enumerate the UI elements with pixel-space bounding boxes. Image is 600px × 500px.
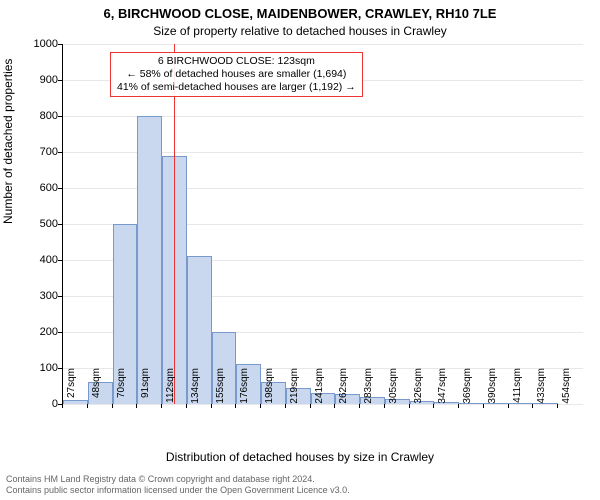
xtick-label: 134sqm xyxy=(190,368,201,408)
xtick-mark xyxy=(359,404,360,408)
ytick-label: 1000 xyxy=(18,38,58,50)
ytick-label: 700 xyxy=(18,146,58,158)
xtick-mark xyxy=(285,404,286,408)
ytick-label: 200 xyxy=(18,326,58,338)
xtick-mark xyxy=(186,404,187,408)
ytick-mark xyxy=(58,368,62,369)
ytick-mark xyxy=(58,260,62,261)
xtick-label: 283sqm xyxy=(363,368,374,408)
xtick-mark xyxy=(532,404,533,408)
xtick-label: 198sqm xyxy=(264,368,275,408)
histogram-bar xyxy=(137,116,162,404)
ytick-label: 500 xyxy=(18,218,58,230)
ytick-label: 100 xyxy=(18,362,58,374)
xtick-mark xyxy=(409,404,410,408)
xtick-mark xyxy=(87,404,88,408)
plot-area xyxy=(62,44,583,405)
xtick-label: 91sqm xyxy=(140,368,151,408)
xtick-label: 48sqm xyxy=(91,368,102,408)
xtick-mark xyxy=(433,404,434,408)
x-axis-label: Distribution of detached houses by size … xyxy=(0,450,600,464)
ytick-label: 600 xyxy=(18,182,58,194)
ytick-mark xyxy=(58,116,62,117)
ytick-mark xyxy=(58,80,62,81)
xtick-label: 176sqm xyxy=(239,368,250,408)
ytick-mark xyxy=(58,296,62,297)
xtick-label: 326sqm xyxy=(413,368,424,408)
xtick-mark xyxy=(62,404,63,408)
xtick-mark xyxy=(211,404,212,408)
xtick-mark xyxy=(334,404,335,408)
xtick-label: 411sqm xyxy=(512,368,523,408)
xtick-label: 70sqm xyxy=(116,368,127,408)
annotation-line3: 41% of semi-detached houses are larger (… xyxy=(117,81,356,94)
ytick-label: 900 xyxy=(18,74,58,86)
xtick-label: 433sqm xyxy=(536,368,547,408)
ytick-label: 0 xyxy=(18,398,58,410)
footer-line1: Contains HM Land Registry data © Crown c… xyxy=(6,474,350,485)
xtick-label: 219sqm xyxy=(289,368,300,408)
xtick-label: 369sqm xyxy=(462,368,473,408)
xtick-label: 241sqm xyxy=(314,368,325,408)
xtick-label: 305sqm xyxy=(388,368,399,408)
footer-line2: Contains public sector information licen… xyxy=(6,485,350,496)
xtick-mark xyxy=(557,404,558,408)
xtick-mark xyxy=(260,404,261,408)
ytick-label: 300 xyxy=(18,290,58,302)
xtick-mark xyxy=(112,404,113,408)
ytick-mark xyxy=(58,44,62,45)
xtick-label: 262sqm xyxy=(338,368,349,408)
xtick-mark xyxy=(310,404,311,408)
footer: Contains HM Land Registry data © Crown c… xyxy=(6,474,350,496)
xtick-label: 390sqm xyxy=(487,368,498,408)
annotation-line1: 6 BIRCHWOOD CLOSE: 123sqm xyxy=(117,55,356,68)
xtick-mark xyxy=(161,404,162,408)
xtick-label: 155sqm xyxy=(215,368,226,408)
ytick-label: 400 xyxy=(18,254,58,266)
annotation-box: 6 BIRCHWOOD CLOSE: 123sqm ← 58% of detac… xyxy=(110,52,363,97)
ytick-mark xyxy=(58,152,62,153)
xtick-mark xyxy=(458,404,459,408)
chart-title-main: 6, BIRCHWOOD CLOSE, MAIDENBOWER, CRAWLEY… xyxy=(0,6,600,21)
chart-container: { "title_main": "6, BIRCHWOOD CLOSE, MAI… xyxy=(0,0,600,500)
annotation-line2: ← 58% of detached houses are smaller (1,… xyxy=(117,68,356,81)
xtick-label: 112sqm xyxy=(165,368,176,408)
xtick-mark xyxy=(235,404,236,408)
ytick-mark xyxy=(58,332,62,333)
xtick-label: 27sqm xyxy=(66,368,77,408)
xtick-mark xyxy=(136,404,137,408)
ytick-label: 800 xyxy=(18,110,58,122)
xtick-label: 347sqm xyxy=(437,368,448,408)
xtick-mark xyxy=(508,404,509,408)
xtick-mark xyxy=(384,404,385,408)
xtick-label: 454sqm xyxy=(561,368,572,408)
xtick-mark xyxy=(483,404,484,408)
marker-line xyxy=(174,44,175,404)
ytick-mark xyxy=(58,188,62,189)
gridline xyxy=(63,44,583,45)
chart-title-sub: Size of property relative to detached ho… xyxy=(0,24,600,38)
y-axis-label: Number of detached properties xyxy=(1,59,15,224)
ytick-mark xyxy=(58,224,62,225)
